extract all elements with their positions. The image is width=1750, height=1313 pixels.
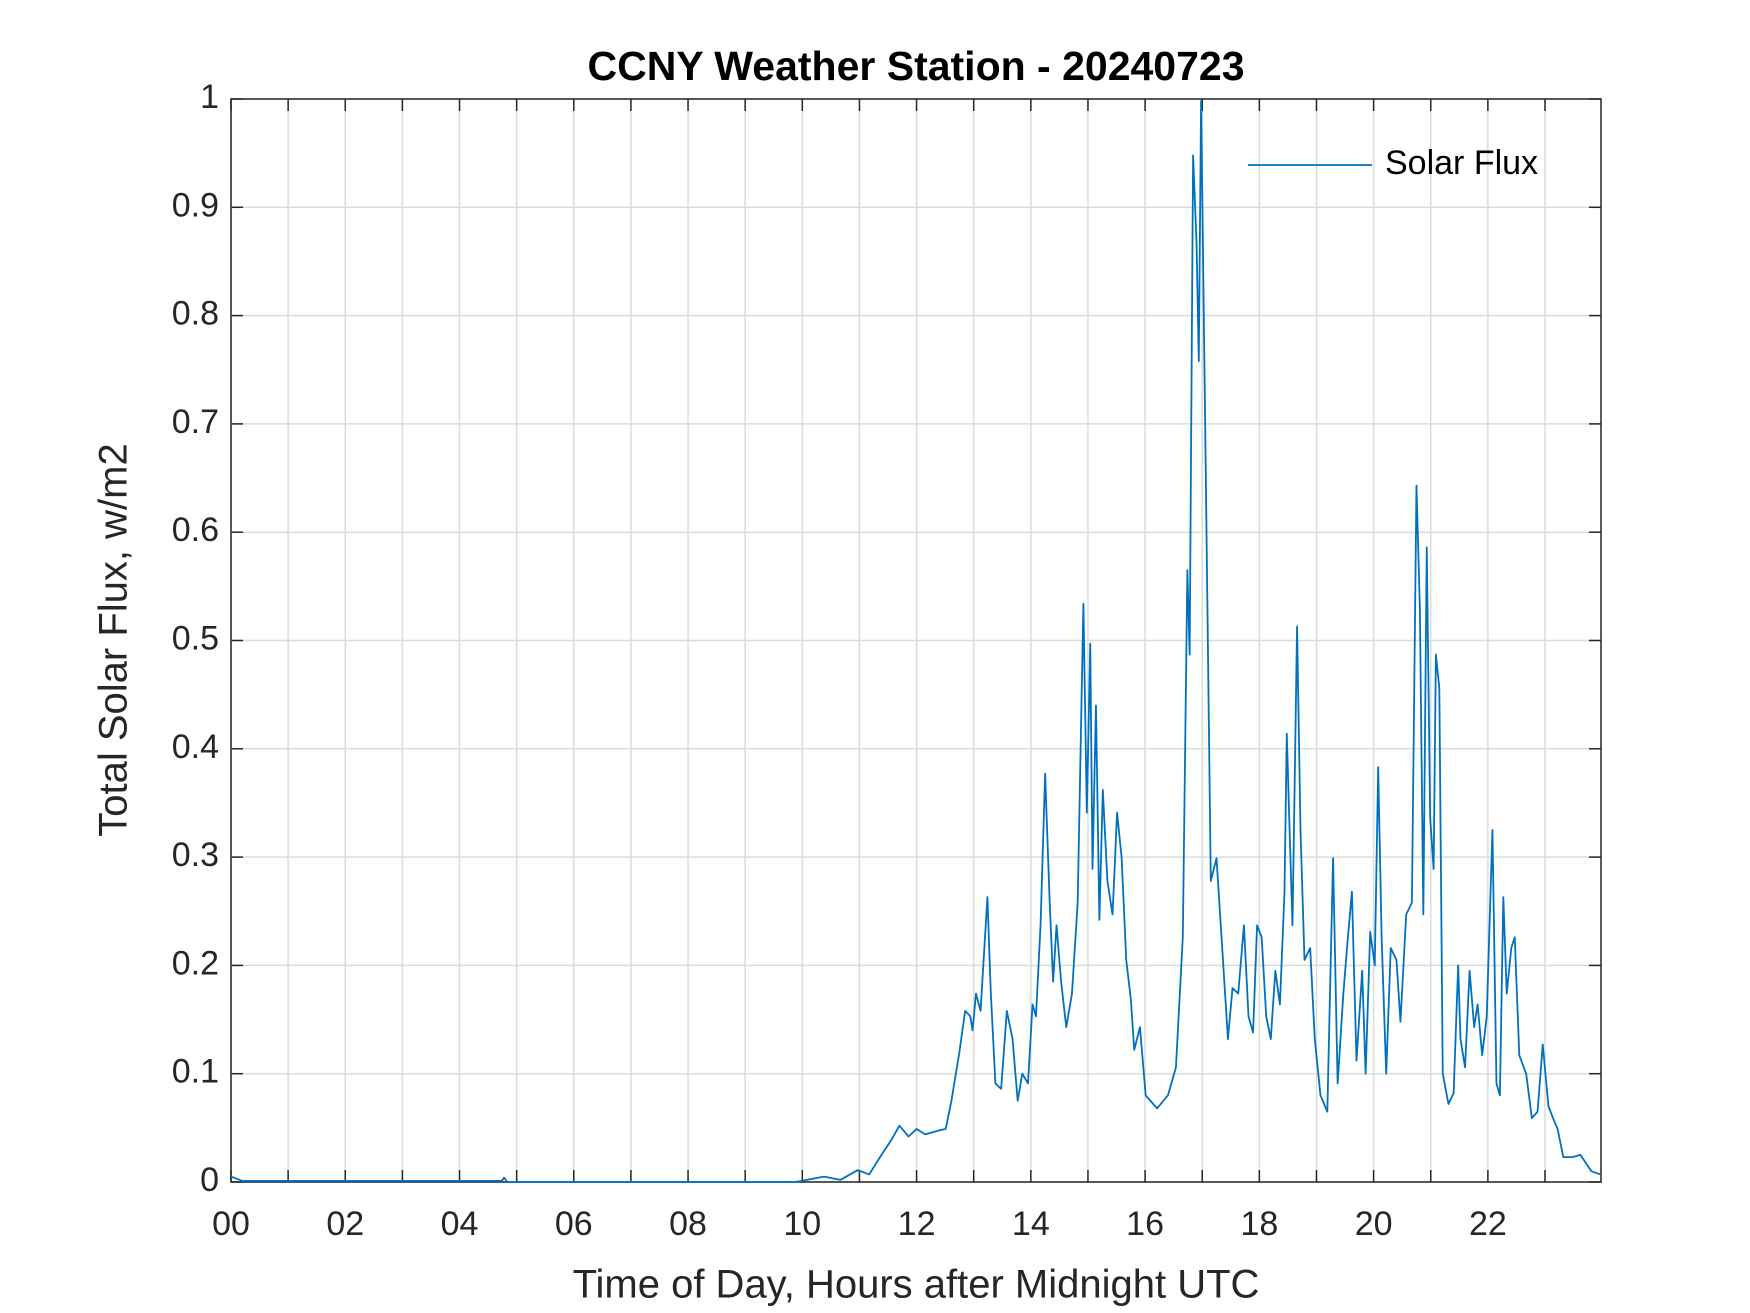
x-tick-label: 20 (1355, 1205, 1393, 1243)
x-tick-label: 10 (783, 1205, 821, 1243)
chart-title: CCNY Weather Station - 20240723 (587, 43, 1244, 89)
x-tick-label: 08 (669, 1205, 707, 1243)
y-tick-label: 0.2 (172, 944, 219, 982)
x-tick-label: 16 (1126, 1205, 1164, 1243)
y-tick-label: 0.1 (172, 1053, 219, 1091)
x-tick-label: 18 (1240, 1205, 1278, 1243)
x-tick-label: 00 (212, 1205, 250, 1243)
y-tick-label: 0 (200, 1161, 219, 1199)
y-tick-label: 0.6 (172, 511, 219, 549)
x-tick-label: 02 (326, 1205, 364, 1243)
x-tick-label: 22 (1469, 1205, 1507, 1243)
y-tick-label: 1 (200, 78, 219, 116)
x-tick-label: 14 (1012, 1205, 1050, 1243)
y-tick-label: 0.7 (172, 403, 219, 441)
plot-frame (230, 98, 1602, 1183)
y-tick-label: 0.8 (172, 295, 219, 333)
legend-label: Solar Flux (1385, 144, 1538, 182)
x-tick-label: 12 (898, 1205, 936, 1243)
x-tick-label: 06 (555, 1205, 593, 1243)
y-axis-label: Total Solar Flux, w/m2 (92, 443, 136, 836)
x-tick-label: 04 (441, 1205, 479, 1243)
x-axis-label: Time of Day, Hours after Midnight UTC (573, 1263, 1260, 1307)
y-tick-label: 0.4 (172, 728, 219, 766)
y-tick-label: 0.3 (172, 836, 219, 874)
y-tick-label: 0.9 (172, 186, 219, 224)
y-tick-label: 0.5 (172, 619, 219, 657)
data-line (230, 100, 1601, 1183)
